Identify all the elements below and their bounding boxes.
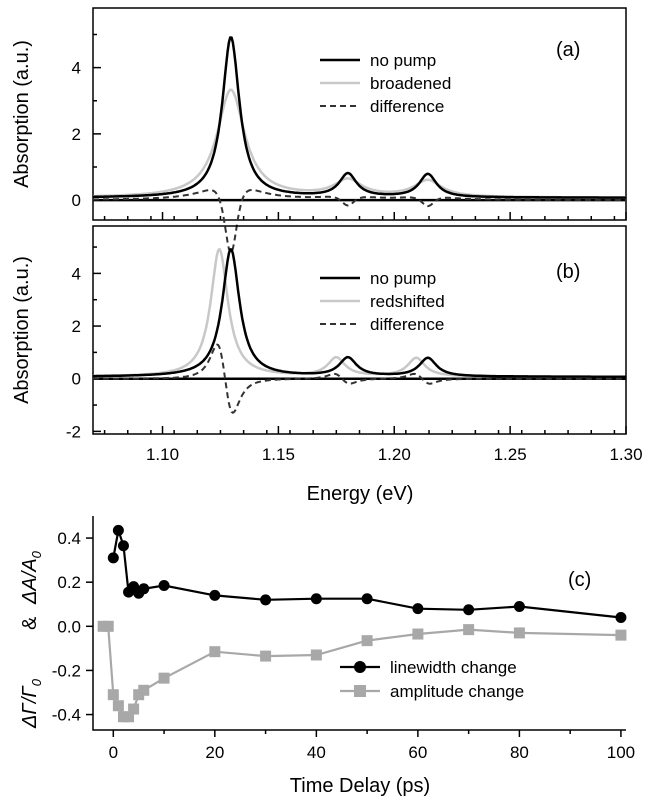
xtick-label: 100: [607, 743, 635, 762]
data-point: [138, 684, 150, 696]
panel-c-ylabel-left: ΔΓ/Γ: [19, 685, 41, 729]
ytick-label: 4: [72, 264, 81, 283]
svg-text:ΔΓ/Γ0: ΔΓ/Γ0: [19, 678, 44, 729]
svg-text:&: &: [19, 616, 41, 630]
data-point: [412, 628, 424, 640]
data-point: [463, 624, 475, 636]
data-point: [513, 627, 525, 639]
xtick-label: 60: [408, 743, 427, 762]
data-point: [463, 604, 475, 616]
series-line-no-pump: [93, 248, 626, 378]
legend-label: difference: [370, 97, 444, 116]
panel-b-ticks: -2 0 2 4 1.10 1.15 1.20 1.25 1.30: [66, 246, 643, 464]
data-point: [361, 593, 373, 605]
panel-b-series: [93, 247, 626, 414]
panel-a: 0 2 4 Absorption (a.u.) (a) no pump broaden…: [11, 7, 627, 254]
panel-c-ylabel-sub0: 0: [29, 678, 44, 686]
legend-label: difference: [370, 315, 444, 334]
panel-a-series: [93, 36, 626, 254]
series-line-no-pump: [93, 36, 626, 199]
data-point: [128, 703, 140, 715]
panel-c-xlabel: Time Delay (ps): [290, 775, 430, 797]
panel-a-label: (a): [556, 39, 580, 61]
panel-b-xlabel: Energy (eV): [307, 483, 414, 505]
data-point: [260, 650, 272, 662]
ytick-label: 4: [72, 59, 81, 78]
panel-b-label: (b): [556, 261, 580, 283]
data-point: [412, 603, 424, 615]
data-point: [513, 600, 525, 612]
xtick-label: 1.15: [262, 445, 295, 464]
svg-text:ΔA/A0: ΔA/A0: [19, 550, 44, 605]
xtick-label: 0: [109, 743, 118, 762]
data-point: [102, 620, 114, 632]
data-point: [107, 552, 119, 564]
series-line-redshifted: [93, 247, 626, 378]
panel-c-ylabel-right: ΔA/A: [19, 558, 41, 605]
panel-c-legend: linewidth change amplitude change: [340, 658, 524, 701]
panel-b-frame: [92, 225, 627, 435]
legend-marker: [354, 685, 366, 697]
legend-label: no pump: [370, 269, 436, 288]
data-point: [123, 711, 135, 723]
panel-c-axes: [92, 516, 626, 731]
data-point: [107, 689, 119, 701]
data-point: [209, 589, 221, 601]
panel-c-ylabel: ΔΓ/Γ0 & ΔA/A0: [19, 550, 44, 729]
legend-label: amplitude change: [390, 682, 524, 701]
data-point: [260, 594, 272, 606]
series-line-difference: [93, 343, 626, 414]
xtick-label: 80: [510, 743, 529, 762]
data-point: [310, 649, 322, 661]
ytick-label: -0.4: [52, 706, 81, 725]
ytick-label: 0.4: [57, 529, 81, 548]
ytick-label: 0: [72, 191, 81, 210]
series-line-difference: [93, 189, 626, 254]
xtick-label: 40: [307, 743, 326, 762]
panel-a-ylabel: Absorption (a.u.): [11, 40, 33, 188]
ytick-label: 2: [72, 317, 81, 336]
ytick-label: -2: [66, 422, 81, 441]
xtick-label: 1.10: [146, 445, 179, 464]
panel-a-legend: no pump broadened difference: [320, 51, 451, 116]
ytick-label: -0.2: [52, 661, 81, 680]
legend-marker: [354, 661, 366, 673]
xtick-label: 1.30: [609, 445, 642, 464]
panel-a-ticks: 0 2 4: [72, 33, 627, 220]
data-point: [158, 579, 170, 591]
panel-c-label: (c): [568, 569, 591, 591]
panel-c: -0.4 -0.2 0.0 0.2 0.4 0 20 40 60 80 100 (c) Time D…: [19, 516, 635, 797]
panel-c-series: [97, 524, 627, 723]
legend-label: linewidth change: [390, 658, 517, 677]
data-point: [112, 524, 124, 536]
series-line-broadened: [93, 88, 626, 199]
data-point: [209, 646, 221, 658]
legend-label: redshifted: [370, 292, 445, 311]
panel-c-ticks: -0.4 -0.2 0.0 0.2 0.4 0 20 40 60 80 100: [52, 529, 635, 762]
panel-b-legend: no pump redshifted difference: [320, 269, 445, 334]
ytick-label: 2: [72, 125, 81, 144]
data-point: [112, 700, 124, 712]
legend-label: no pump: [370, 51, 436, 70]
panel-b-ylabel: Absorption (a.u.): [11, 256, 33, 404]
series-line-linewidth-change: [112, 529, 622, 619]
data-point: [310, 593, 322, 605]
data-point: [158, 672, 170, 684]
legend-label: broadened: [370, 74, 451, 93]
data-point: [117, 540, 129, 552]
data-point: [615, 611, 627, 623]
panel-c-ylabel-amp: &: [19, 616, 41, 630]
xtick-label: 1.25: [494, 445, 527, 464]
xtick-label: 20: [205, 743, 224, 762]
panel-c-ylabel-sub1: 0: [29, 550, 44, 558]
data-point: [615, 629, 627, 641]
data-point: [361, 635, 373, 647]
ytick-label: 0.2: [57, 573, 81, 592]
panel-b: -2 0 2 4 1.10 1.15 1.20 1.25 1.30 Absorption (a.…: [11, 225, 643, 505]
ytick-label: 0.0: [57, 617, 81, 636]
ytick-label: 0: [72, 370, 81, 389]
data-point: [138, 583, 150, 595]
xtick-label: 1.20: [378, 445, 411, 464]
